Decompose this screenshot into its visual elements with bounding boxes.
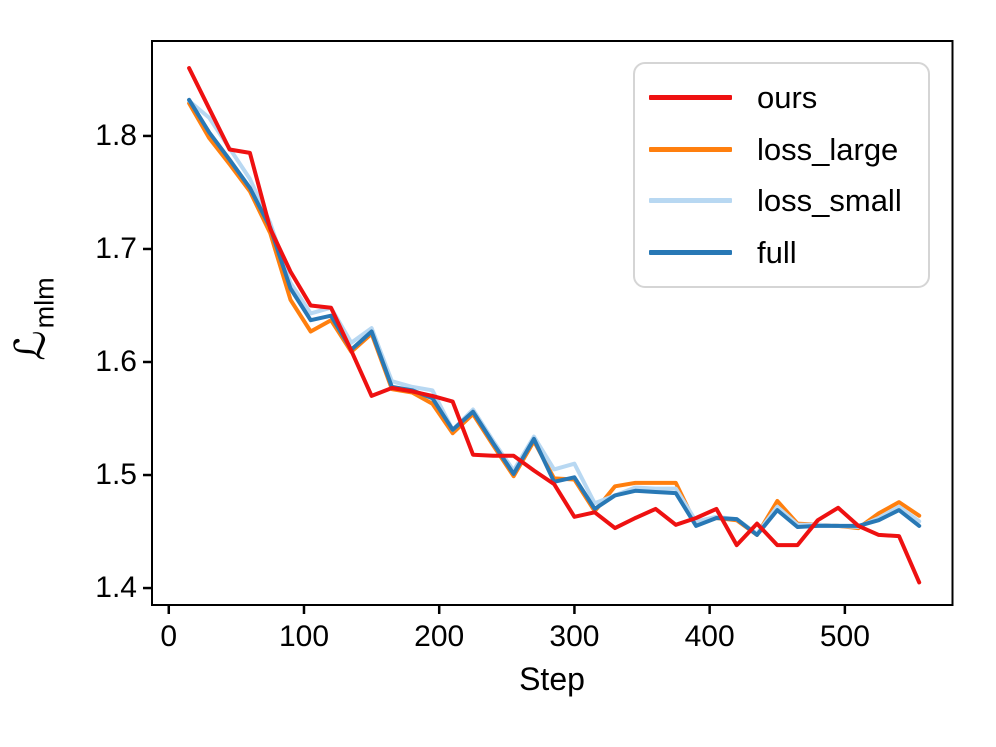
legend-line-ours (649, 95, 732, 101)
y-tick-label-1.5: 1.5 (95, 458, 137, 492)
legend-line-loss-large (649, 146, 732, 152)
series-line-ours (187, 66, 922, 585)
x-tick-label-400: 400 (684, 620, 735, 653)
y-axis-label-symbol: ℒ (5, 330, 55, 361)
y-tick-label-1.6: 1.6 (95, 344, 137, 378)
y-tick-label-1.7: 1.7 (95, 231, 137, 265)
x-tick-label-200: 200 (414, 620, 465, 653)
legend-line-full (649, 249, 732, 255)
legend-item-loss-small: loss_small (635, 177, 928, 225)
y-axis-label: ℒmlm (5, 277, 60, 361)
x-tick-label-300: 300 (549, 620, 600, 653)
legend-box: ours loss_large loss_small full (633, 62, 930, 288)
legend-item-full: full (635, 228, 928, 276)
y-tick-label-1.4: 1.4 (95, 571, 137, 605)
y-axis-label-subscript: mlm (29, 277, 60, 329)
x-axis-label: Step (519, 661, 585, 697)
x-tick-label-100: 100 (278, 620, 330, 653)
legend-item-ours: ours (635, 74, 928, 122)
x-tick-label-500: 500 (819, 620, 870, 653)
y-tick-label-1.8: 1.8 (95, 118, 137, 152)
x-tick-label-0: 0 (160, 620, 178, 653)
legend-item-loss-large: loss_large (635, 125, 928, 173)
plot-spines (151, 40, 954, 606)
legend-label-loss-large: loss_large (757, 131, 899, 167)
legend-label-loss-small: loss_small (757, 183, 902, 219)
legend-label-full: full (757, 234, 797, 270)
legend-label-ours: ours (757, 80, 818, 116)
legend-line-loss-small (649, 198, 732, 204)
